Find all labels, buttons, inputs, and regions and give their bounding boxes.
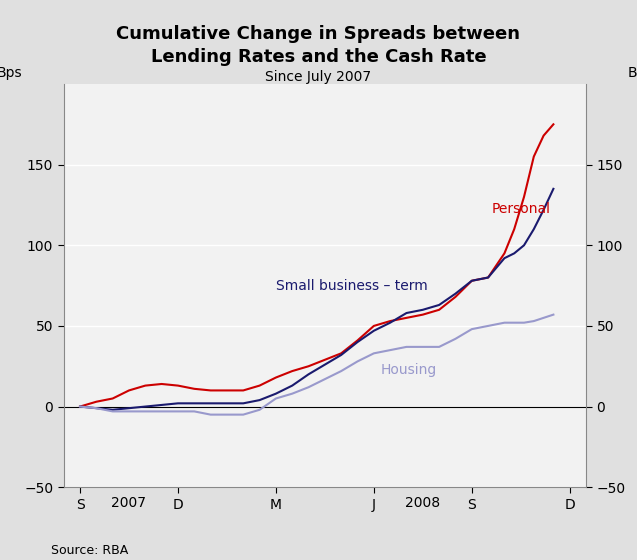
Text: Source: RBA: Source: RBA bbox=[51, 544, 128, 557]
Text: Small business – term: Small business – term bbox=[276, 279, 427, 293]
Text: Lending Rates and the Cash Rate: Lending Rates and the Cash Rate bbox=[151, 48, 486, 66]
Text: Housing: Housing bbox=[380, 363, 436, 377]
Text: 2008: 2008 bbox=[405, 496, 440, 510]
Text: Since July 2007: Since July 2007 bbox=[266, 70, 371, 84]
Text: Personal: Personal bbox=[491, 202, 550, 216]
Text: 2007: 2007 bbox=[111, 496, 147, 510]
Text: Bps: Bps bbox=[628, 66, 637, 80]
Text: Bps: Bps bbox=[0, 66, 22, 80]
Text: Cumulative Change in Spreads between: Cumulative Change in Spreads between bbox=[117, 25, 520, 43]
